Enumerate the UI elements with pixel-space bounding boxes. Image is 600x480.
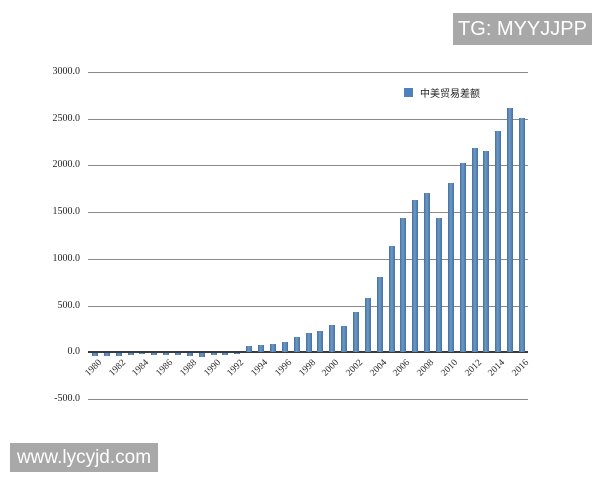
gridline — [88, 212, 528, 214]
bar-2011 — [459, 163, 466, 353]
bar-2009 — [435, 218, 442, 353]
bar-1995 — [269, 344, 276, 353]
bar-1987 — [175, 353, 182, 355]
gridline — [88, 72, 528, 73]
y-tick-label: 2000.0 — [52, 159, 81, 171]
y-tick-label: 500.0 — [57, 299, 81, 311]
bar-2016 — [519, 117, 525, 353]
gridline — [88, 258, 528, 260]
bar-2014 — [495, 130, 502, 353]
bar-2013 — [483, 150, 490, 353]
bar-1991 — [222, 353, 229, 355]
bar-2003 — [364, 297, 371, 353]
bar-2005 — [388, 245, 395, 353]
plot-area: 中美贸易差额 3000.0 2500.0 2000.0 1500.0 1000.0 500… — [53, 66, 532, 404]
y-tick-label: 1000.0 — [52, 252, 81, 264]
bar-1986 — [163, 353, 170, 356]
bar-2012 — [471, 147, 478, 353]
legend: 中美贸易差额 — [404, 85, 480, 100]
watermark-bottom-left: www.lycyjd.com — [10, 443, 158, 472]
bar-1981 — [103, 353, 110, 357]
bar-2004 — [376, 277, 383, 353]
bar-2008 — [424, 192, 431, 353]
gridline — [88, 399, 528, 400]
gridline — [88, 165, 528, 167]
y-tick-label: 2500.0 — [52, 112, 81, 124]
bar-1982 — [115, 353, 122, 356]
y-tick-label: 0.0 — [67, 346, 81, 358]
bar-1989 — [198, 353, 205, 357]
bar-1984 — [139, 353, 146, 355]
bar-2001 — [341, 326, 348, 353]
bar-1997 — [293, 336, 300, 353]
bar-1996 — [281, 342, 288, 353]
bar-2002 — [352, 312, 359, 353]
bar-2000 — [329, 324, 336, 353]
bar-1992 — [234, 353, 241, 355]
gridline — [88, 305, 528, 307]
bar-2007 — [412, 199, 419, 353]
bar-1988 — [186, 353, 193, 357]
bar-1994 — [258, 345, 265, 353]
bar-1983 — [127, 353, 134, 356]
watermark-top-right: TG: MYYJJPP — [453, 13, 592, 45]
gridline — [88, 118, 528, 120]
legend-label: 中美贸易差额 — [420, 89, 480, 100]
bar-2006 — [400, 217, 407, 353]
bar-1990 — [210, 353, 217, 355]
x-axis-line — [88, 351, 528, 354]
bar-2015 — [507, 108, 514, 353]
bar-1998 — [305, 332, 312, 353]
bar-1999 — [317, 331, 324, 353]
bar-1985 — [151, 353, 158, 356]
bar-2010 — [447, 182, 454, 353]
legend-color-swatch — [404, 88, 413, 97]
y-tick-label: 3000.0 — [52, 66, 81, 77]
bar-1993 — [246, 346, 253, 353]
y-tick-label: -500.0 — [54, 393, 80, 404]
bar-1980 — [92, 353, 98, 356]
y-tick-label: 1500.0 — [52, 206, 81, 218]
